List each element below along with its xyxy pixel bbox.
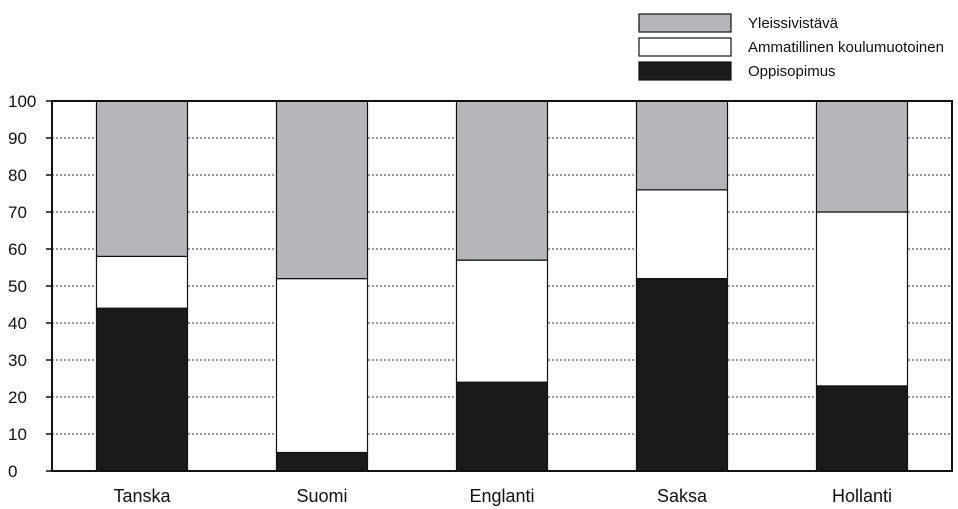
bars xyxy=(95,100,909,472)
bar-segment xyxy=(815,100,909,213)
bar-segment xyxy=(455,100,549,261)
bar-segment xyxy=(635,278,729,472)
category-label: Englanti xyxy=(469,486,534,506)
bar-segment xyxy=(275,451,369,472)
y-tick-label: 50 xyxy=(8,277,27,296)
y-tick-label: 40 xyxy=(8,314,27,333)
y-tick-label: 100 xyxy=(8,92,36,111)
category-label: Hollanti xyxy=(832,486,892,506)
y-tick-label: 70 xyxy=(8,203,27,222)
legend: Yleissivistävä Ammatillinen koulumuotoine… xyxy=(638,13,944,81)
bar-segment xyxy=(815,211,909,387)
category-label: Tanska xyxy=(113,486,171,506)
category-label: Suomi xyxy=(296,486,347,506)
y-tick-label: 30 xyxy=(8,351,27,370)
y-tick-label: 10 xyxy=(8,425,27,444)
legend-label: Ammatillinen koulumuotoinen xyxy=(748,39,944,56)
y-tick-label: 80 xyxy=(8,166,27,185)
legend-swatch xyxy=(638,37,732,57)
x-axis-labels: Tanska Suomi Englanti Saksa Hollanti xyxy=(113,486,892,506)
bar-segment xyxy=(275,278,369,454)
bar-segment xyxy=(635,100,729,191)
y-tick-label: 60 xyxy=(8,240,27,259)
y-tick-label: 90 xyxy=(8,129,27,148)
bar-segment xyxy=(815,385,909,472)
bar-segment xyxy=(95,307,189,472)
y-tick-label: 0 xyxy=(8,462,17,481)
legend-label: Oppisopimus xyxy=(748,63,836,80)
y-tick-label: 20 xyxy=(8,388,27,407)
bar-segment xyxy=(455,381,549,472)
legend-swatch xyxy=(638,13,732,33)
category-label: Saksa xyxy=(657,486,708,506)
bar-segment xyxy=(455,259,549,383)
y-axis-ticks: 0 10 20 30 40 50 60 70 80 90 100 xyxy=(8,92,52,481)
legend-swatch xyxy=(638,61,732,81)
bar-segment xyxy=(95,100,189,257)
legend-label: Yleissivistävä xyxy=(748,15,839,32)
bar-segment xyxy=(635,189,729,280)
bar-segment xyxy=(95,255,189,309)
bar-segment xyxy=(275,100,369,280)
